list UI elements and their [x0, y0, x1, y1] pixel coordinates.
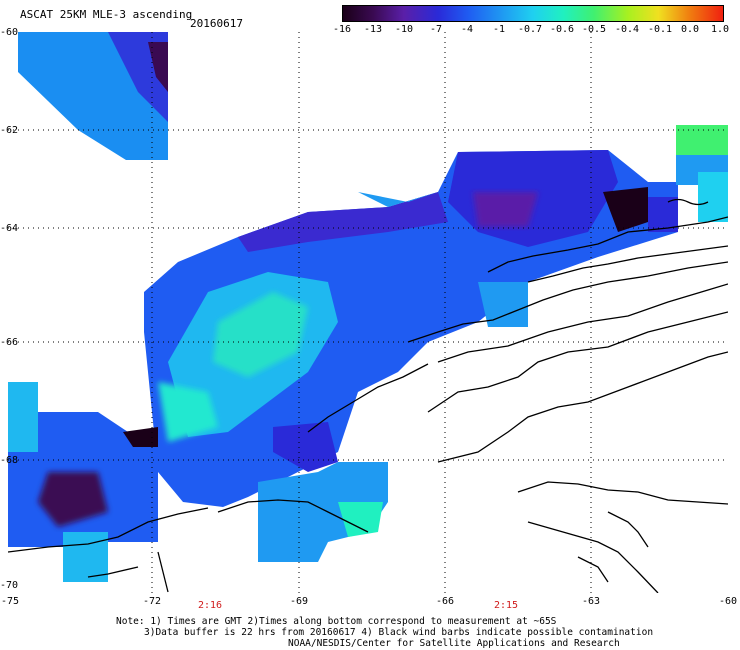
chart-date: 20160617 — [190, 17, 243, 30]
time-label: 2:16 — [197, 600, 223, 611]
footer-credit: NOAA/NESDIS/Center for Satellite Applica… — [288, 638, 620, 649]
coastline — [7, 198, 729, 594]
colorbar-label: -0.6 — [549, 24, 575, 35]
colorbar-label: -0.4 — [614, 24, 640, 35]
footer-note-2: 3)Data buffer is 22 hrs from 20160617 4)… — [144, 627, 654, 638]
wind-swath-nw — [18, 32, 168, 160]
lon-label: -75 — [0, 596, 20, 607]
lon-label: -72 — [142, 596, 162, 607]
footer-note-1: Note: 1) Times are GMT 2)Times along bot… — [116, 616, 557, 627]
wind-swath-sw — [8, 382, 158, 582]
wind-swath-main — [144, 150, 678, 507]
lon-label: -66 — [435, 596, 455, 607]
lon-label: -60 — [718, 596, 738, 607]
lat-label: -68 — [0, 455, 19, 466]
time-label: 2:15 — [493, 600, 519, 611]
colorbar-label: 1.0 — [710, 24, 730, 35]
colorbar-label: 0.0 — [680, 24, 700, 35]
lat-label: -60 — [0, 27, 19, 38]
lon-label: -69 — [289, 596, 309, 607]
colorbar-gradient — [343, 6, 723, 21]
colorbar-label: -1 — [492, 24, 506, 35]
wind-swath-ne — [676, 125, 728, 222]
lat-label: -64 — [0, 223, 19, 234]
colorbar — [342, 5, 724, 22]
colorbar-label: -0.7 — [517, 24, 543, 35]
map-svg — [7, 32, 729, 594]
colorbar-label: -0.5 — [581, 24, 607, 35]
colorbar-label: -0.1 — [647, 24, 673, 35]
wind-swath-s — [258, 422, 388, 562]
colorbar-label: -4 — [460, 24, 474, 35]
colorbar-label: -13 — [363, 24, 383, 35]
colorbar-label: -16 — [332, 24, 352, 35]
colorbar-label: -7 — [429, 24, 443, 35]
grid-lines — [8, 32, 728, 593]
lat-label: -62 — [0, 125, 19, 136]
lat-label: -70 — [0, 580, 19, 591]
lat-label: -66 — [0, 337, 19, 348]
lon-label: -63 — [581, 596, 601, 607]
colorbar-label: -10 — [394, 24, 414, 35]
map-panel — [7, 32, 729, 594]
chart-title: ASCAT 25KM MLE-3 ascending — [20, 8, 193, 21]
